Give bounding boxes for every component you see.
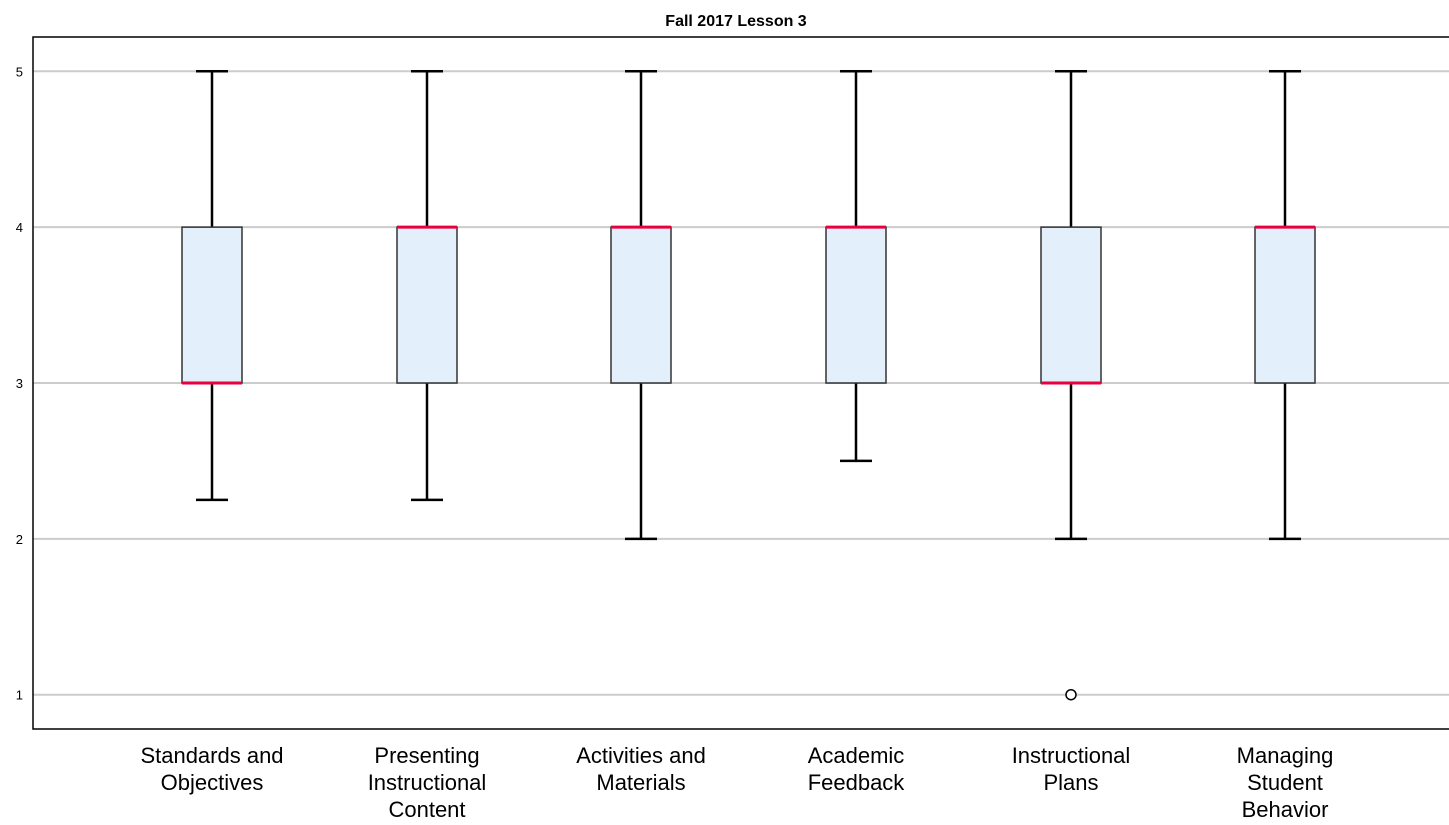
y-tick-label: 2 bbox=[16, 532, 23, 547]
x-tick-label-line: Academic bbox=[808, 743, 905, 768]
iqr-box bbox=[1254, 226, 1316, 384]
box-group bbox=[825, 70, 887, 463]
x-tick-label: Standards and Objectives bbox=[140, 743, 283, 795]
x-tick-label-line: Content bbox=[388, 797, 465, 822]
box-group bbox=[1040, 70, 1102, 701]
x-tick-label-line: Instructional bbox=[1012, 743, 1131, 768]
iqr-box bbox=[825, 226, 887, 384]
chart-title: Fall 2017 Lesson 3 bbox=[665, 13, 807, 30]
y-tick-label: 5 bbox=[16, 64, 23, 79]
gridlines bbox=[33, 70, 1449, 696]
x-tick-label: Activities and Materials bbox=[576, 743, 706, 795]
outlier-point bbox=[1065, 688, 1077, 701]
x-tick-label-line: Feedback bbox=[808, 770, 906, 795]
x-tick-label-line: Student bbox=[1247, 770, 1323, 795]
box-group bbox=[181, 70, 243, 502]
boxes bbox=[181, 70, 1316, 701]
x-tick-label-line: Managing bbox=[1237, 743, 1334, 768]
x-tick-label-line: Objectives bbox=[161, 770, 264, 795]
x-tick-label: Presenting Instructional Content bbox=[368, 743, 487, 822]
x-tick-label: Managing Student Behavior bbox=[1237, 743, 1334, 822]
y-tick-label: 4 bbox=[16, 220, 23, 235]
box-group bbox=[610, 70, 672, 541]
x-tick-label: Instructional Plans bbox=[1012, 743, 1131, 795]
iqr-box bbox=[1040, 226, 1102, 384]
plot-frame bbox=[32, 36, 1449, 730]
x-tick-label-line: Materials bbox=[596, 770, 685, 795]
iqr-box bbox=[396, 226, 458, 384]
y-axis-ticks: 1 2 3 4 5 bbox=[16, 64, 23, 702]
x-tick-label: Academic Feedback bbox=[808, 743, 906, 795]
x-tick-label-line: Presenting bbox=[374, 743, 479, 768]
iqr-box bbox=[181, 226, 243, 384]
x-tick-label-line: Instructional bbox=[368, 770, 487, 795]
y-tick-label: 1 bbox=[16, 688, 23, 703]
box-group bbox=[396, 70, 458, 502]
y-tick-label: 3 bbox=[16, 376, 23, 391]
x-tick-label-line: Standards and bbox=[140, 743, 283, 768]
x-tick-label-line: Activities and bbox=[576, 743, 706, 768]
x-tick-label-line: Behavior bbox=[1242, 797, 1329, 822]
iqr-box bbox=[610, 226, 672, 384]
x-tick-label-line: Plans bbox=[1043, 770, 1098, 795]
box-group bbox=[1254, 70, 1316, 541]
